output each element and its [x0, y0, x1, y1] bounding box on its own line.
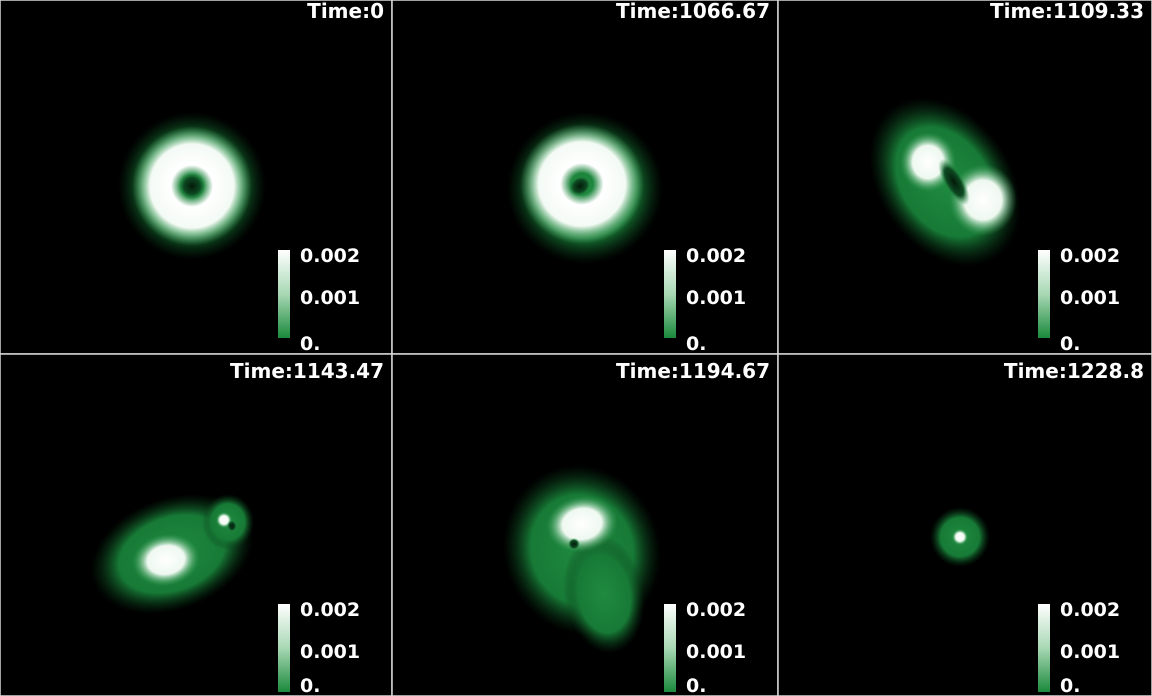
- colorbar-label: 0.002: [1060, 599, 1120, 621]
- field-blob: [568, 538, 580, 550]
- colorbar-label: 0.001: [686, 287, 746, 309]
- colorbar-label: 0.002: [1060, 245, 1120, 267]
- panel-title: Time:1109.33: [990, 0, 1144, 23]
- colorbar: [664, 604, 676, 692]
- panel: Time:1143.47 0.002 0.001 0.: [0, 354, 392, 696]
- colorbar-label: 0.001: [300, 287, 360, 309]
- colorbar-label: 0.: [1060, 675, 1080, 696]
- panel: Time:1109.33 0.002 0.001 0.: [778, 0, 1152, 355]
- colorbar-label: 0.: [300, 333, 320, 355]
- panel: Time:1066.67 0.002 0.001 0.: [392, 0, 778, 355]
- panel: Time:0 0.002 0.001 0.: [0, 0, 392, 355]
- field-blob: [178, 172, 206, 200]
- colorbar: [1038, 250, 1050, 338]
- panel-title: Time:1143.47: [230, 359, 384, 383]
- colorbar-label: 0.001: [300, 641, 360, 663]
- colorbar: [664, 250, 676, 338]
- field-blob: [227, 520, 237, 532]
- colorbar-label: 0.002: [300, 245, 360, 267]
- colorbar-label: 0.002: [300, 599, 360, 621]
- colorbar-label: 0.: [300, 675, 320, 696]
- panel-title: Time:0: [307, 0, 384, 23]
- colorbar-label: 0.002: [686, 599, 746, 621]
- colorbar-label: 0.: [686, 333, 706, 355]
- colorbar-label: 0.: [686, 675, 706, 696]
- panel-title: Time:1228.8: [1004, 359, 1144, 383]
- colorbar-label: 0.001: [686, 641, 746, 663]
- colorbar-label: 0.001: [1060, 287, 1120, 309]
- colorbar-label: 0.002: [686, 245, 746, 267]
- panel-title: Time:1066.67: [616, 0, 770, 23]
- page: {"panels": [ {"title": "Time:0", "colorb…: [0, 0, 1152, 696]
- colorbar: [278, 250, 290, 338]
- field-blob: [952, 529, 968, 545]
- colorbar-label: 0.: [1060, 333, 1080, 355]
- colorbar-label: 0.001: [1060, 641, 1120, 663]
- panel: Time:1228.8 0.002 0.001 0.: [778, 354, 1152, 696]
- panel: Time:1194.67 0.002 0.001 0.: [392, 354, 778, 696]
- figure: Time:0 0.002 0.001 0. Time:1066.67 0.002 0.001…: [0, 0, 1152, 696]
- panel-title: Time:1194.67: [616, 359, 770, 383]
- colorbar: [1038, 604, 1050, 692]
- colorbar: [278, 604, 290, 692]
